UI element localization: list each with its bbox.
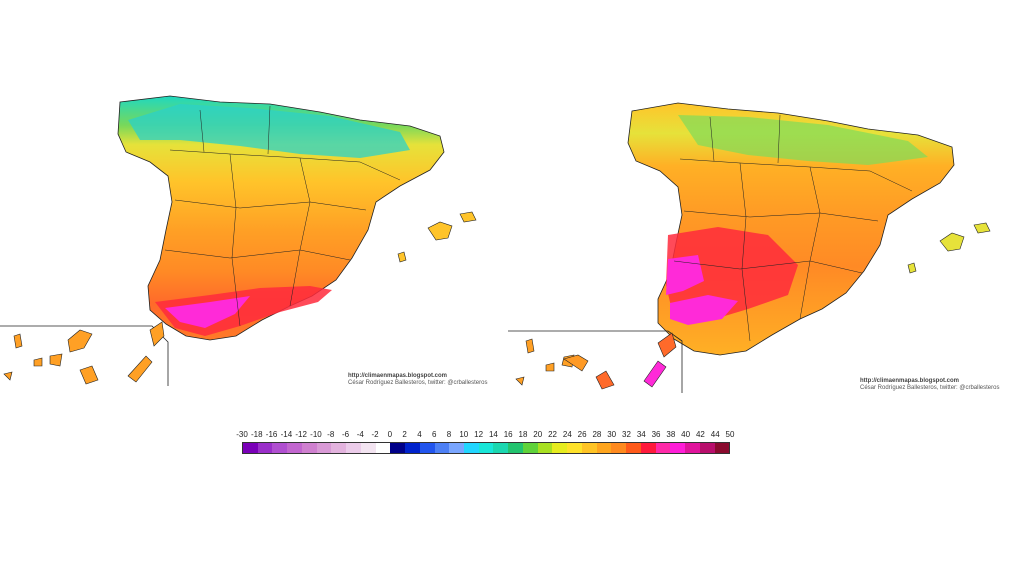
legend-tick-label: 34 <box>636 430 646 439</box>
legend-tick-label: -6 <box>341 430 350 439</box>
legend-tick-label: 38 <box>666 430 676 439</box>
legend-swatch <box>301 443 317 453</box>
legend-swatch <box>257 443 273 453</box>
legend-swatch <box>316 443 332 453</box>
region-borders <box>673 114 913 342</box>
legend-tick-label: 30 <box>607 430 617 439</box>
legend-tick-label: -2 <box>371 430 379 439</box>
legend-swatch <box>464 443 479 453</box>
legend-tick-label: 22 <box>548 430 557 439</box>
legend-tick-label: -18 <box>251 430 263 439</box>
legend-tick-label: 32 <box>622 430 631 439</box>
map-right <box>508 95 1008 395</box>
extreme-zone <box>666 255 738 325</box>
legend-tick-label: 20 <box>533 430 543 439</box>
legend-tick-label: 16 <box>503 430 513 439</box>
legend-tick-label: -4 <box>356 430 364 439</box>
legend-labels: -30 -18 -16 -14 -12 -10 -8 -6 -4 -2 0 2 4 6 8 10 12 14 16 1… <box>236 430 735 441</box>
legend-tick-label: -8 <box>327 430 335 439</box>
temperature-legend: -30 -18 -16 -14 -12 -10 -8 -6 -4 -2 0 2 4 6 8 10 12 14 16 1… <box>236 430 735 456</box>
temperature-map-right <box>508 102 991 393</box>
legend-swatch <box>390 443 406 453</box>
credit-author: César Rodríguez Ballesteros, twitter: @c… <box>860 385 1000 391</box>
legend-swatch <box>449 443 465 453</box>
legend-tick-label: 8 <box>446 430 452 439</box>
legend-swatch <box>508 443 523 453</box>
legend-swatch <box>552 443 568 453</box>
legend-tick-label: 36 <box>651 430 661 439</box>
legend-tick-label: 44 <box>710 430 720 439</box>
legend-swatch <box>670 443 686 453</box>
legend-swatch <box>611 443 627 453</box>
legend-swatch <box>272 443 288 453</box>
legend-tick-label: -30 <box>236 430 248 439</box>
canary-inset-frame <box>508 330 683 393</box>
temperature-map-left <box>0 95 477 386</box>
legend-swatch <box>685 443 700 453</box>
north-cool-band <box>678 115 928 165</box>
legend-tick-label: 12 <box>474 430 484 439</box>
legend-swatch <box>522 443 538 453</box>
legend-swatch <box>478 443 494 453</box>
legend-tick-label: 26 <box>577 430 587 439</box>
legend-tick-label: -12 <box>295 430 307 439</box>
legend-swatch <box>287 443 302 453</box>
legend-swatch <box>640 443 656 453</box>
legend-swatch <box>626 443 641 453</box>
credit-url: http://climaenmapas.blogspot.com <box>860 378 960 384</box>
legend-swatch <box>493 443 509 453</box>
legend-swatch <box>243 443 258 453</box>
legend-swatch <box>655 443 671 453</box>
legend-swatch <box>714 443 730 453</box>
legend-swatch <box>360 443 376 453</box>
region-borders <box>164 105 401 327</box>
credit-author: César Rodríguez Ballesteros, twitter: @c… <box>348 380 488 386</box>
legend-tick-label: 40 <box>681 430 691 439</box>
canary-islands <box>515 332 677 390</box>
legend-tick-label: 4 <box>417 430 422 439</box>
legend-swatch <box>581 443 597 453</box>
legend-color-bar <box>242 442 730 454</box>
legend-tick-label: 42 <box>695 430 705 439</box>
legend-tick-label: -16 <box>265 430 278 439</box>
legend-tick-label: 10 <box>459 430 469 439</box>
credit-url: http://climaenmapas.blogspot.com <box>348 373 448 379</box>
legend-swatch <box>331 443 347 453</box>
legend-swatch <box>346 443 361 453</box>
legend-swatch <box>596 443 612 453</box>
legend-swatch <box>405 443 420 453</box>
legend-swatch <box>537 443 553 453</box>
legend-tick-label: 18 <box>518 430 528 439</box>
legend-swatch <box>419 443 435 453</box>
legend-swatch <box>434 443 450 453</box>
legend-tick-label: 28 <box>592 430 602 439</box>
legend-tick-label: 50 <box>725 430 735 439</box>
legend-tick-label: 2 <box>402 430 407 439</box>
legend-tick-label: 24 <box>562 430 572 439</box>
legend-tick-label: -14 <box>280 430 293 439</box>
legend-tick-label: -10 <box>310 430 322 439</box>
map-left <box>0 90 500 390</box>
legend-swatch <box>375 443 391 453</box>
canary-islands <box>3 321 165 385</box>
legend-tick-label: 0 <box>387 430 393 439</box>
balearic-islands <box>397 211 477 263</box>
balearic-islands <box>907 222 991 274</box>
map-credit-right: http://climaenmapas.blogspot.com César R… <box>860 378 999 392</box>
legend-tick-label: 14 <box>488 430 498 439</box>
map-credit-left: http://climaenmapas.blogspot.com César R… <box>348 373 487 387</box>
extreme-zone <box>165 296 250 328</box>
legend-tick-label: 6 <box>432 430 437 439</box>
legend-swatch <box>567 443 582 453</box>
legend-swatch <box>699 443 715 453</box>
